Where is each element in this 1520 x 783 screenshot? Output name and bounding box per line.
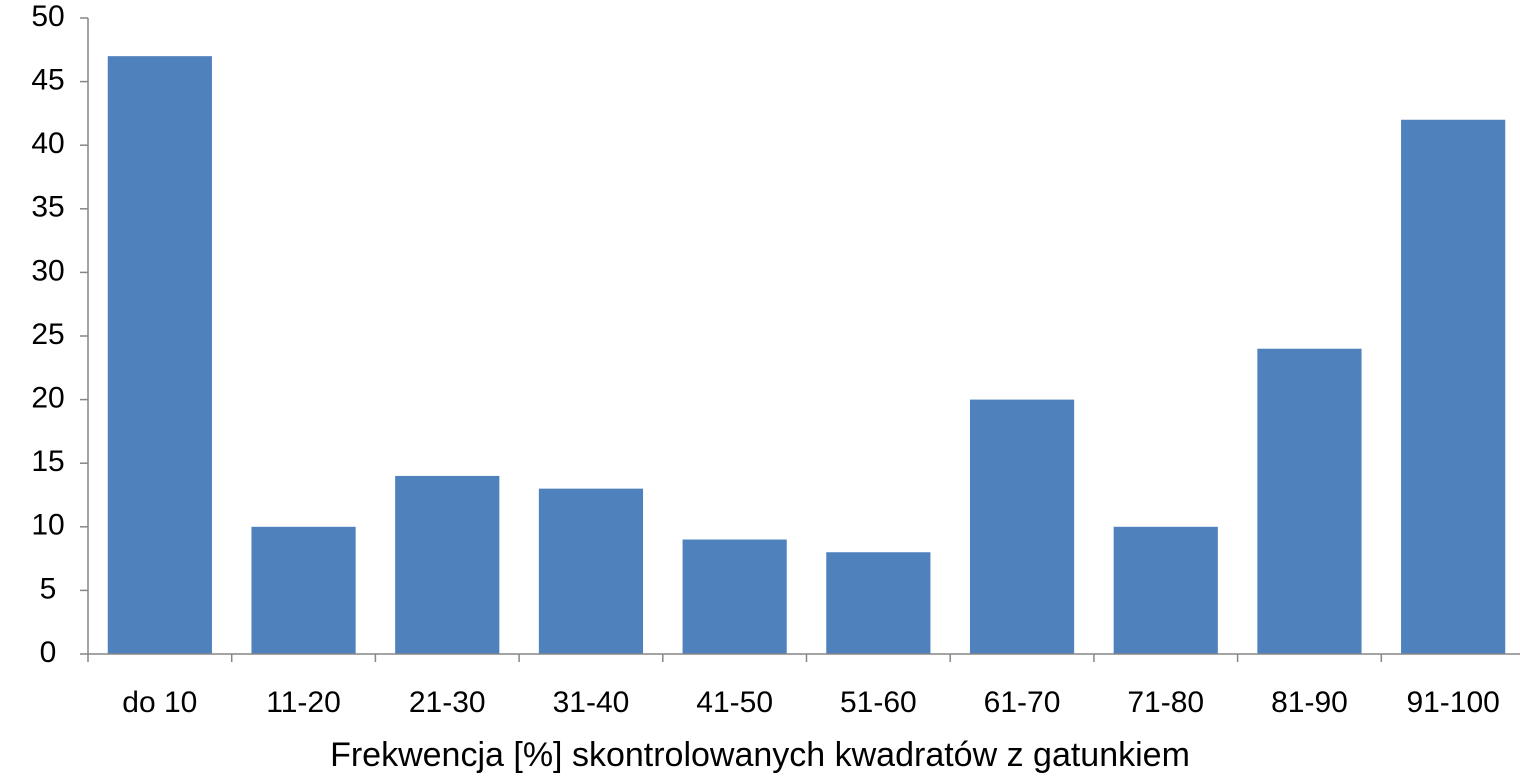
y-tick-label: 45 xyxy=(31,64,64,97)
x-tick-label: 11-20 xyxy=(266,686,341,719)
x-tick-label: 81-90 xyxy=(1271,686,1348,719)
bar-9 xyxy=(1401,119,1506,654)
y-tick-label: 20 xyxy=(31,382,64,415)
bar-2 xyxy=(395,475,500,654)
bar-5 xyxy=(826,552,931,654)
bar-1 xyxy=(251,526,356,654)
x-tick-label: 21-30 xyxy=(409,686,486,719)
y-tick-label: 35 xyxy=(31,191,64,224)
y-tick-label: 0 xyxy=(40,636,57,669)
x-tick-label: 31-40 xyxy=(553,686,630,719)
bar-6 xyxy=(969,399,1075,654)
y-tick-label: 30 xyxy=(31,254,64,287)
bars-group xyxy=(107,56,1506,655)
x-tick-label: 71-80 xyxy=(1127,686,1204,719)
x-tick-label: do 10 xyxy=(122,686,197,719)
y-axis-ticks: 0 5 10 15 20 25 30 35 40 45 50 xyxy=(31,0,88,669)
y-tick-label: 25 xyxy=(31,318,64,351)
bar-8 xyxy=(1257,348,1362,654)
y-tick-label: 15 xyxy=(31,445,64,478)
bar-4 xyxy=(682,539,787,654)
bar-7 xyxy=(1113,526,1218,654)
bar-0 xyxy=(107,56,212,655)
bar-3 xyxy=(538,488,644,654)
x-tick-label: 41-50 xyxy=(696,686,773,719)
x-tick-label: 91-100 xyxy=(1406,686,1499,719)
x-tick-label: 51-60 xyxy=(840,686,917,719)
x-tick-label: 61-70 xyxy=(984,686,1061,719)
y-tick-label: 5 xyxy=(40,572,57,605)
y-tick-label: 50 xyxy=(31,0,64,33)
y-tick-label: 10 xyxy=(31,509,64,542)
x-axis-title: Frekwencja [%] skontrolowanych kwadratów… xyxy=(330,736,1190,774)
x-axis-ticks: do 10 11-20 21-30 31-40 41-50 51-60 61-70 71-80… xyxy=(87,654,1500,719)
y-tick-label: 40 xyxy=(31,127,64,160)
